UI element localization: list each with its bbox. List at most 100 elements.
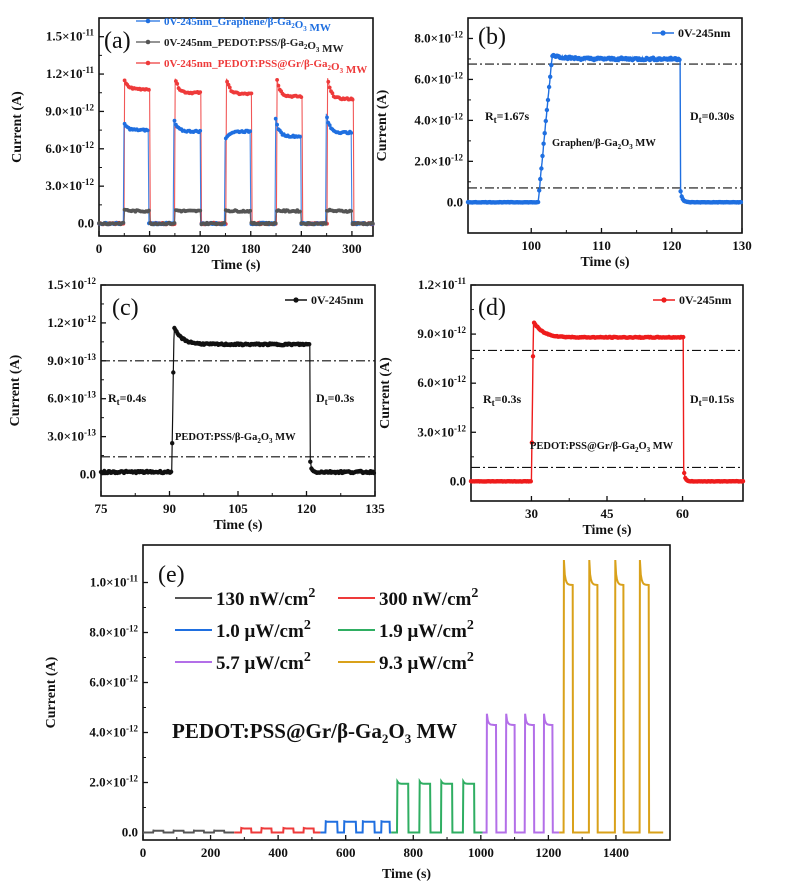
data-point [350, 97, 355, 102]
legend-label: 9.3 μW/cm2 [379, 650, 474, 674]
legend-text-part: 0V-245nm_PEDOT:PSS/β-Ga [164, 37, 304, 49]
data-point [542, 131, 547, 136]
y-tick-exponent: -12 [82, 177, 94, 187]
device-name: Graphen/β-Ga [552, 138, 618, 149]
y-tick-label: 0.0 [122, 825, 138, 840]
y-tick-exponent: -13 [84, 390, 96, 400]
data-point [172, 221, 177, 225]
legend-label: 0V-245nm_PEDOT:PSS@Gr/β-Ga2O3 MW [164, 58, 367, 76]
decay-time-label: Dt=0.3s [316, 391, 355, 407]
data-point [545, 97, 551, 103]
y-tick-exponent: -11 [82, 65, 94, 75]
rise-value: =0.3s [495, 392, 522, 406]
x-tick-label: 90 [163, 501, 176, 516]
legend-text-part: 0V-245nm_Graphene/β-Ga [164, 16, 292, 28]
legend-subscript: 2 [291, 22, 295, 30]
y-tick-label: 1.2×10-12 [47, 314, 96, 330]
legend-text-part: O [307, 40, 316, 52]
data-point [323, 222, 328, 226]
legend-swatch-marker [660, 30, 666, 36]
data-point [677, 57, 682, 62]
data-point [546, 84, 552, 90]
decay-value: =0.15s [702, 392, 735, 406]
rise-value: =1.67s [497, 109, 530, 123]
y-tick-mantissa: 0.0 [78, 216, 94, 231]
y-tick-exponent: -12 [454, 374, 466, 384]
device-subscript: 3 [269, 437, 273, 445]
y-tick-label: 1.5×10-11 [46, 28, 95, 44]
panel-d: 30 45 600.03.0×10-126.0×10-129.0×10-121.2×… [378, 276, 746, 538]
x-tick-label: 60 [143, 241, 156, 256]
rise-value: =0.4s [120, 391, 147, 405]
data-point [370, 221, 375, 226]
panel-label: (a) [104, 28, 131, 54]
rise-subscript: t [492, 398, 495, 408]
decay-subscript: t [699, 398, 702, 408]
device-label: Graphen/β-Ga2O3 MW [552, 138, 656, 151]
data-point [537, 188, 542, 193]
legend-superscript: 2 [304, 618, 311, 633]
y-tick-mantissa: 3.0×10 [47, 429, 84, 444]
data-point [121, 220, 126, 225]
data-point [549, 62, 554, 68]
device-name: PEDOT:PSS@Gr/β-Ga [172, 719, 382, 743]
data-point [249, 91, 254, 96]
y-tick-mantissa: 0.0 [450, 473, 466, 488]
legend-swatch-marker [293, 297, 299, 303]
y-tick-mantissa: 9.0×10 [45, 103, 82, 118]
device-name: MW [411, 719, 457, 743]
panel-c: 75 90 105 120 1350.03.0×10-136.0×10-139.0×10… [8, 276, 385, 533]
y-tick-exponent: -13 [84, 428, 96, 438]
legend-unit: 1.0 μW/cm [216, 621, 304, 642]
data-point [248, 208, 253, 213]
y-tick-exponent: -12 [126, 624, 138, 634]
y-tick-label: 6.0×10-12 [417, 374, 466, 390]
data-point [172, 118, 177, 123]
y-tick-label: 3.0×10-12 [45, 177, 94, 193]
data-point [198, 128, 203, 133]
data-point [529, 440, 535, 445]
legend-text-part: MW [319, 43, 343, 55]
legend-swatch-marker [661, 297, 667, 303]
y-tick-mantissa: 2.0×10 [414, 153, 451, 168]
legend-unit: 9.3 μW/cm [379, 653, 467, 674]
y-tick-label: 1.5×10-12 [47, 276, 96, 292]
data-point [535, 199, 541, 205]
panel-label: (d) [478, 295, 506, 321]
legend-label: 0V-245nm [678, 26, 730, 40]
data-point [528, 479, 533, 484]
x-axis-title: Time (s) [582, 523, 631, 538]
y-tick-label: 6.0×10-12 [89, 674, 138, 690]
y-axis-title: Current (A) [378, 357, 393, 429]
y-tick-exponent: -12 [84, 314, 96, 324]
y-tick-mantissa: 4.0×10 [414, 112, 451, 127]
panel-b: 100 110 120 1300.02.0×10-124.0×10-126.0×10-… [375, 17, 752, 270]
y-tick-exponent: -12 [451, 29, 463, 39]
y-tick-label: 0.0 [78, 216, 94, 231]
y-tick-mantissa: 1.5×10 [46, 29, 83, 44]
y-tick-label: 2.0×10-12 [89, 774, 138, 790]
y-tick-mantissa: 9.0×10 [47, 353, 84, 368]
data-point [539, 166, 544, 171]
x-tick-label: 120 [662, 238, 682, 253]
series-trace [98, 78, 374, 226]
x-tick-label: 45 [601, 506, 615, 521]
data-point [308, 459, 313, 464]
data-point [175, 81, 180, 86]
legend-label: 5.7 μW/cm2 [216, 650, 311, 674]
y-tick-exponent: -12 [451, 70, 463, 80]
data-point [145, 128, 150, 133]
data-point [275, 78, 279, 82]
data-point [326, 79, 331, 84]
data-point [538, 176, 543, 182]
y-tick-mantissa: 1.2×10 [47, 315, 84, 330]
photocurrent-trace [467, 53, 742, 204]
y-tick-label: 0.0 [80, 467, 96, 482]
y-axis-title: Current (A) [8, 354, 23, 426]
device-subscript: 2 [257, 437, 261, 445]
data-point [198, 208, 203, 213]
y-tick-exponent: -12 [126, 674, 138, 684]
y-tick-mantissa: 3.0×10 [417, 424, 454, 439]
legend-swatch-marker [145, 39, 151, 45]
legend-superscript: 2 [304, 650, 311, 665]
